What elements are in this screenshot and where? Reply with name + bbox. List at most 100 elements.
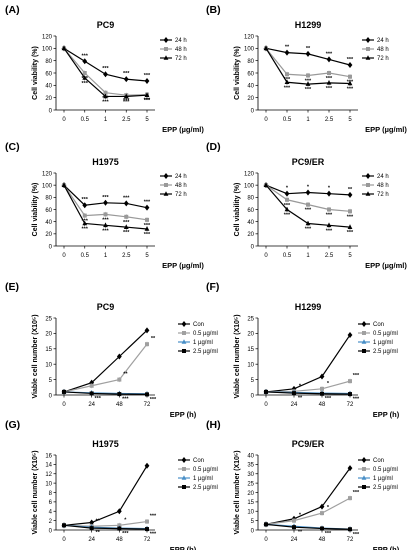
panel-title: PC9: [97, 302, 115, 312]
x-tick-label: 1: [104, 253, 108, 259]
significance-label: **: [298, 396, 303, 402]
y-tick-label: 30: [247, 472, 254, 478]
legend-entry: 72 h: [175, 192, 187, 198]
y-tick-label: 60: [45, 208, 52, 214]
data-point: [144, 226, 150, 231]
data-point: [292, 525, 296, 530]
y-tick-label: 120: [244, 34, 255, 40]
significance-label: ***: [144, 232, 151, 238]
series-c1: *** *** ***: [61, 389, 157, 403]
data-point: [347, 465, 353, 472]
panel-title: PC9: [97, 20, 115, 30]
legend-marker: [163, 191, 169, 196]
panel-label: (D): [206, 141, 221, 153]
legend-marker: [182, 331, 186, 335]
data-point: [82, 71, 87, 75]
significance-label: *: [124, 517, 127, 523]
x-tick-label: 0.5: [81, 117, 90, 123]
data-point: [116, 353, 122, 360]
panel-label: (F): [206, 281, 219, 293]
y-tick-label: 40: [45, 220, 52, 226]
series-line: [265, 523, 351, 530]
legend-marker: [365, 55, 371, 60]
y-tick-label: 120: [42, 171, 53, 177]
legend-entry: 48 h: [175, 183, 187, 189]
y-tick-label: 20: [247, 332, 254, 338]
data-point: [82, 58, 88, 65]
y-tick-label: 0: [251, 244, 255, 250]
legend-marker: [361, 321, 367, 327]
data-point: [123, 93, 129, 99]
legend-marker: [362, 485, 366, 489]
y-tick-label: 10: [247, 510, 254, 516]
y-tick-label: 0: [251, 108, 255, 114]
data-point: [319, 503, 325, 510]
data-point: [348, 379, 352, 384]
significance-label: ***: [123, 195, 130, 201]
significance-label: ***: [123, 71, 130, 77]
legend-entry: 24 h: [175, 174, 187, 180]
data-point: [327, 71, 331, 75]
x-tick-label: 1: [306, 117, 310, 123]
significance-label: **: [123, 372, 128, 378]
x-tick-label: 0: [62, 117, 66, 123]
data-point: [264, 522, 268, 527]
x-axis-label: EPP (h): [170, 545, 197, 550]
data-point: [89, 391, 94, 396]
legend-marker: [365, 37, 371, 43]
significance-label: ***: [150, 397, 157, 403]
x-tick-label: 0: [62, 402, 66, 408]
data-point: [284, 49, 290, 56]
significance-label: ***: [326, 86, 333, 92]
x-tick-label: 5: [145, 117, 149, 123]
significance-label: ***: [347, 214, 354, 220]
x-axis-label: EPP (h): [373, 545, 400, 550]
data-point: [305, 81, 311, 86]
data-point: [116, 508, 122, 515]
series-s72: *** *** *** ***: [61, 45, 151, 105]
significance-label: *: [286, 186, 289, 192]
data-point: [292, 518, 296, 523]
x-tick-label: 24: [291, 402, 298, 408]
data-point: [305, 50, 311, 57]
x-tick-label: 2.5: [122, 117, 131, 123]
series-line: [265, 497, 351, 525]
panel-label: (G): [5, 419, 20, 431]
data-point: [82, 213, 87, 218]
legend-marker: [361, 475, 367, 480]
chart-panel-e: (E) PC9 0 5 10 15 20 25 0 24 48 72 Viable cell numbe…: [5, 281, 218, 419]
data-point: [82, 220, 88, 226]
x-tick-label: 72: [144, 537, 151, 543]
x-tick-label: 5: [348, 253, 352, 259]
legend-entry: 72 h: [377, 56, 389, 62]
panel-title: H1975: [92, 439, 119, 449]
chart-panel-c: (C) H1975 0 20 40 60 80 100 120 0 0.5 1 2.5 5 Cell via…: [5, 141, 204, 270]
significance-label: ***: [122, 531, 129, 537]
y-axis-label: Viable cell number (X10⁵): [234, 450, 241, 534]
series-line: [63, 465, 148, 526]
data-point: [62, 523, 66, 528]
data-point: [306, 73, 310, 78]
significance-label: ***: [347, 86, 354, 92]
y-tick-label: 20: [247, 491, 254, 497]
significance-label: ***: [150, 532, 157, 538]
significance-label: ***: [150, 514, 157, 520]
data-point: [103, 90, 108, 95]
series-con: [61, 327, 150, 395]
legend-marker: [362, 467, 366, 471]
x-tick-label: 5: [145, 253, 149, 259]
legend-marker: [361, 339, 367, 344]
significance-label: ***: [326, 213, 333, 219]
data-point: [348, 209, 352, 214]
data-point: [145, 217, 149, 222]
significance-label: ***: [305, 87, 312, 93]
series-c05: ** **: [62, 336, 156, 395]
significance-label: ***: [123, 230, 130, 236]
series-c25: [62, 522, 149, 532]
data-point: [284, 190, 290, 197]
legend-entry: Con: [373, 322, 384, 328]
significance-label: **: [306, 46, 311, 52]
series-s24: *** *** *** ***: [61, 182, 151, 211]
legend-entry: 72 h: [175, 56, 187, 62]
y-axis-label: Cell viability (%): [32, 183, 39, 237]
